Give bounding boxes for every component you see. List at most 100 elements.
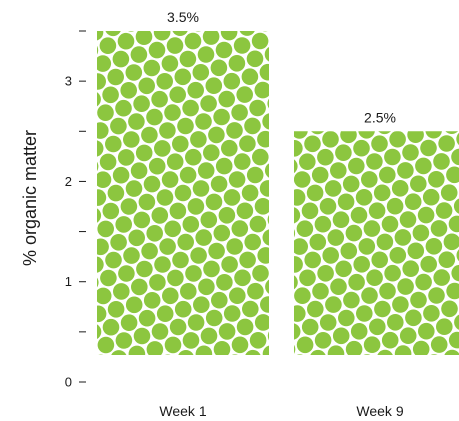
bar-dot [226, 122, 243, 139]
bar-dot [143, 59, 161, 77]
bar-dot [133, 95, 150, 112]
bar-dot [267, 331, 269, 341]
bar-dot [241, 68, 259, 85]
bar-dot [301, 202, 319, 220]
bar-dot [435, 202, 453, 219]
bar-dot [338, 309, 355, 327]
bar-dot [143, 175, 161, 193]
bar-dot [231, 220, 249, 237]
bar-dot [118, 265, 135, 282]
bar-dot [428, 287, 445, 304]
bar-dot [110, 234, 127, 251]
bar-dot [420, 139, 437, 157]
bar-dot [244, 233, 261, 251]
bar-dot [265, 279, 269, 294]
bar-dot [337, 193, 355, 211]
bar-dot [366, 269, 383, 287]
bar-dot [115, 99, 132, 117]
bar-dot [97, 287, 112, 305]
bar-dot [130, 46, 148, 63]
x-category-label: Week 1 [159, 403, 206, 419]
bar-dot [433, 269, 451, 286]
bar-dot [342, 175, 360, 193]
bar-dot [97, 73, 106, 90]
bar-dot [159, 122, 176, 139]
bar-dot [97, 220, 114, 238]
bar-dot [231, 104, 248, 121]
bar-dot [410, 175, 427, 193]
bar-dot [304, 135, 321, 153]
bar-dot [179, 50, 197, 68]
bar-dot [234, 269, 251, 287]
bar-dot [340, 131, 357, 144]
bar-dot [239, 135, 256, 152]
bar-dot [247, 282, 264, 300]
bar-dot [213, 108, 230, 126]
bar-dot [187, 81, 204, 99]
bar-dot [97, 140, 104, 157]
bar-dot [423, 305, 440, 322]
bar-dot [148, 157, 166, 175]
y-tick-label: 0 [65, 375, 72, 390]
bar-dot [456, 132, 459, 146]
bar-dot [174, 68, 192, 86]
bar-dot [97, 55, 112, 72]
bar-dot [223, 305, 241, 322]
bar-dot [402, 144, 419, 161]
bar-dot [197, 162, 215, 179]
bar-dot [294, 344, 296, 354]
bar-dot [111, 350, 127, 355]
bar-dot [314, 215, 332, 233]
bar-dot [229, 287, 246, 305]
bar-dot [100, 269, 117, 287]
bar-dot [192, 180, 210, 197]
bar-dot [384, 264, 401, 282]
bar-dot [164, 104, 181, 121]
bar-dot [131, 278, 148, 296]
bar-dot [262, 345, 269, 355]
bar-dot [436, 318, 453, 336]
bar-dot [97, 122, 109, 139]
y-tick-label: 1 [65, 274, 72, 289]
bar-dot [446, 282, 459, 300]
bar-dot [197, 46, 215, 63]
bar-dot [332, 211, 350, 228]
bar-dot [350, 323, 368, 340]
bar-dot [115, 216, 132, 233]
bar-dot [311, 166, 329, 184]
bar-dot [138, 309, 156, 327]
bar-dot [294, 323, 301, 340]
bar-dot [218, 323, 236, 340]
bar-dot [384, 148, 401, 166]
bar-dot [153, 31, 171, 41]
bar-dot [107, 301, 125, 318]
bar-dot [332, 327, 350, 345]
bar-dot [294, 171, 311, 188]
bar-dot [203, 260, 220, 278]
bar-dot [146, 108, 163, 126]
bar-dot [361, 287, 378, 304]
bar-dot [307, 300, 324, 318]
bar-dot [249, 332, 267, 349]
bar-dot [125, 180, 143, 197]
bar-dot [203, 144, 220, 161]
bar-dot [404, 193, 422, 210]
bar-dot [169, 318, 187, 336]
bar-dot [325, 296, 342, 313]
bar-dot [220, 31, 238, 41]
bar-dot [257, 130, 269, 148]
bar-dot [97, 45, 99, 55]
bar-dot [353, 139, 370, 157]
bar-dot [164, 336, 182, 354]
bar-dot [231, 354, 238, 355]
bar-dot [438, 251, 456, 268]
bar-dot [294, 229, 296, 238]
bar-dot [105, 31, 121, 37]
bar-dot [324, 180, 342, 197]
bar-dot [174, 300, 192, 318]
bar-dot [113, 283, 130, 300]
bar-dot [456, 249, 459, 262]
bar-dot [397, 162, 414, 179]
bar-dot [392, 296, 409, 313]
